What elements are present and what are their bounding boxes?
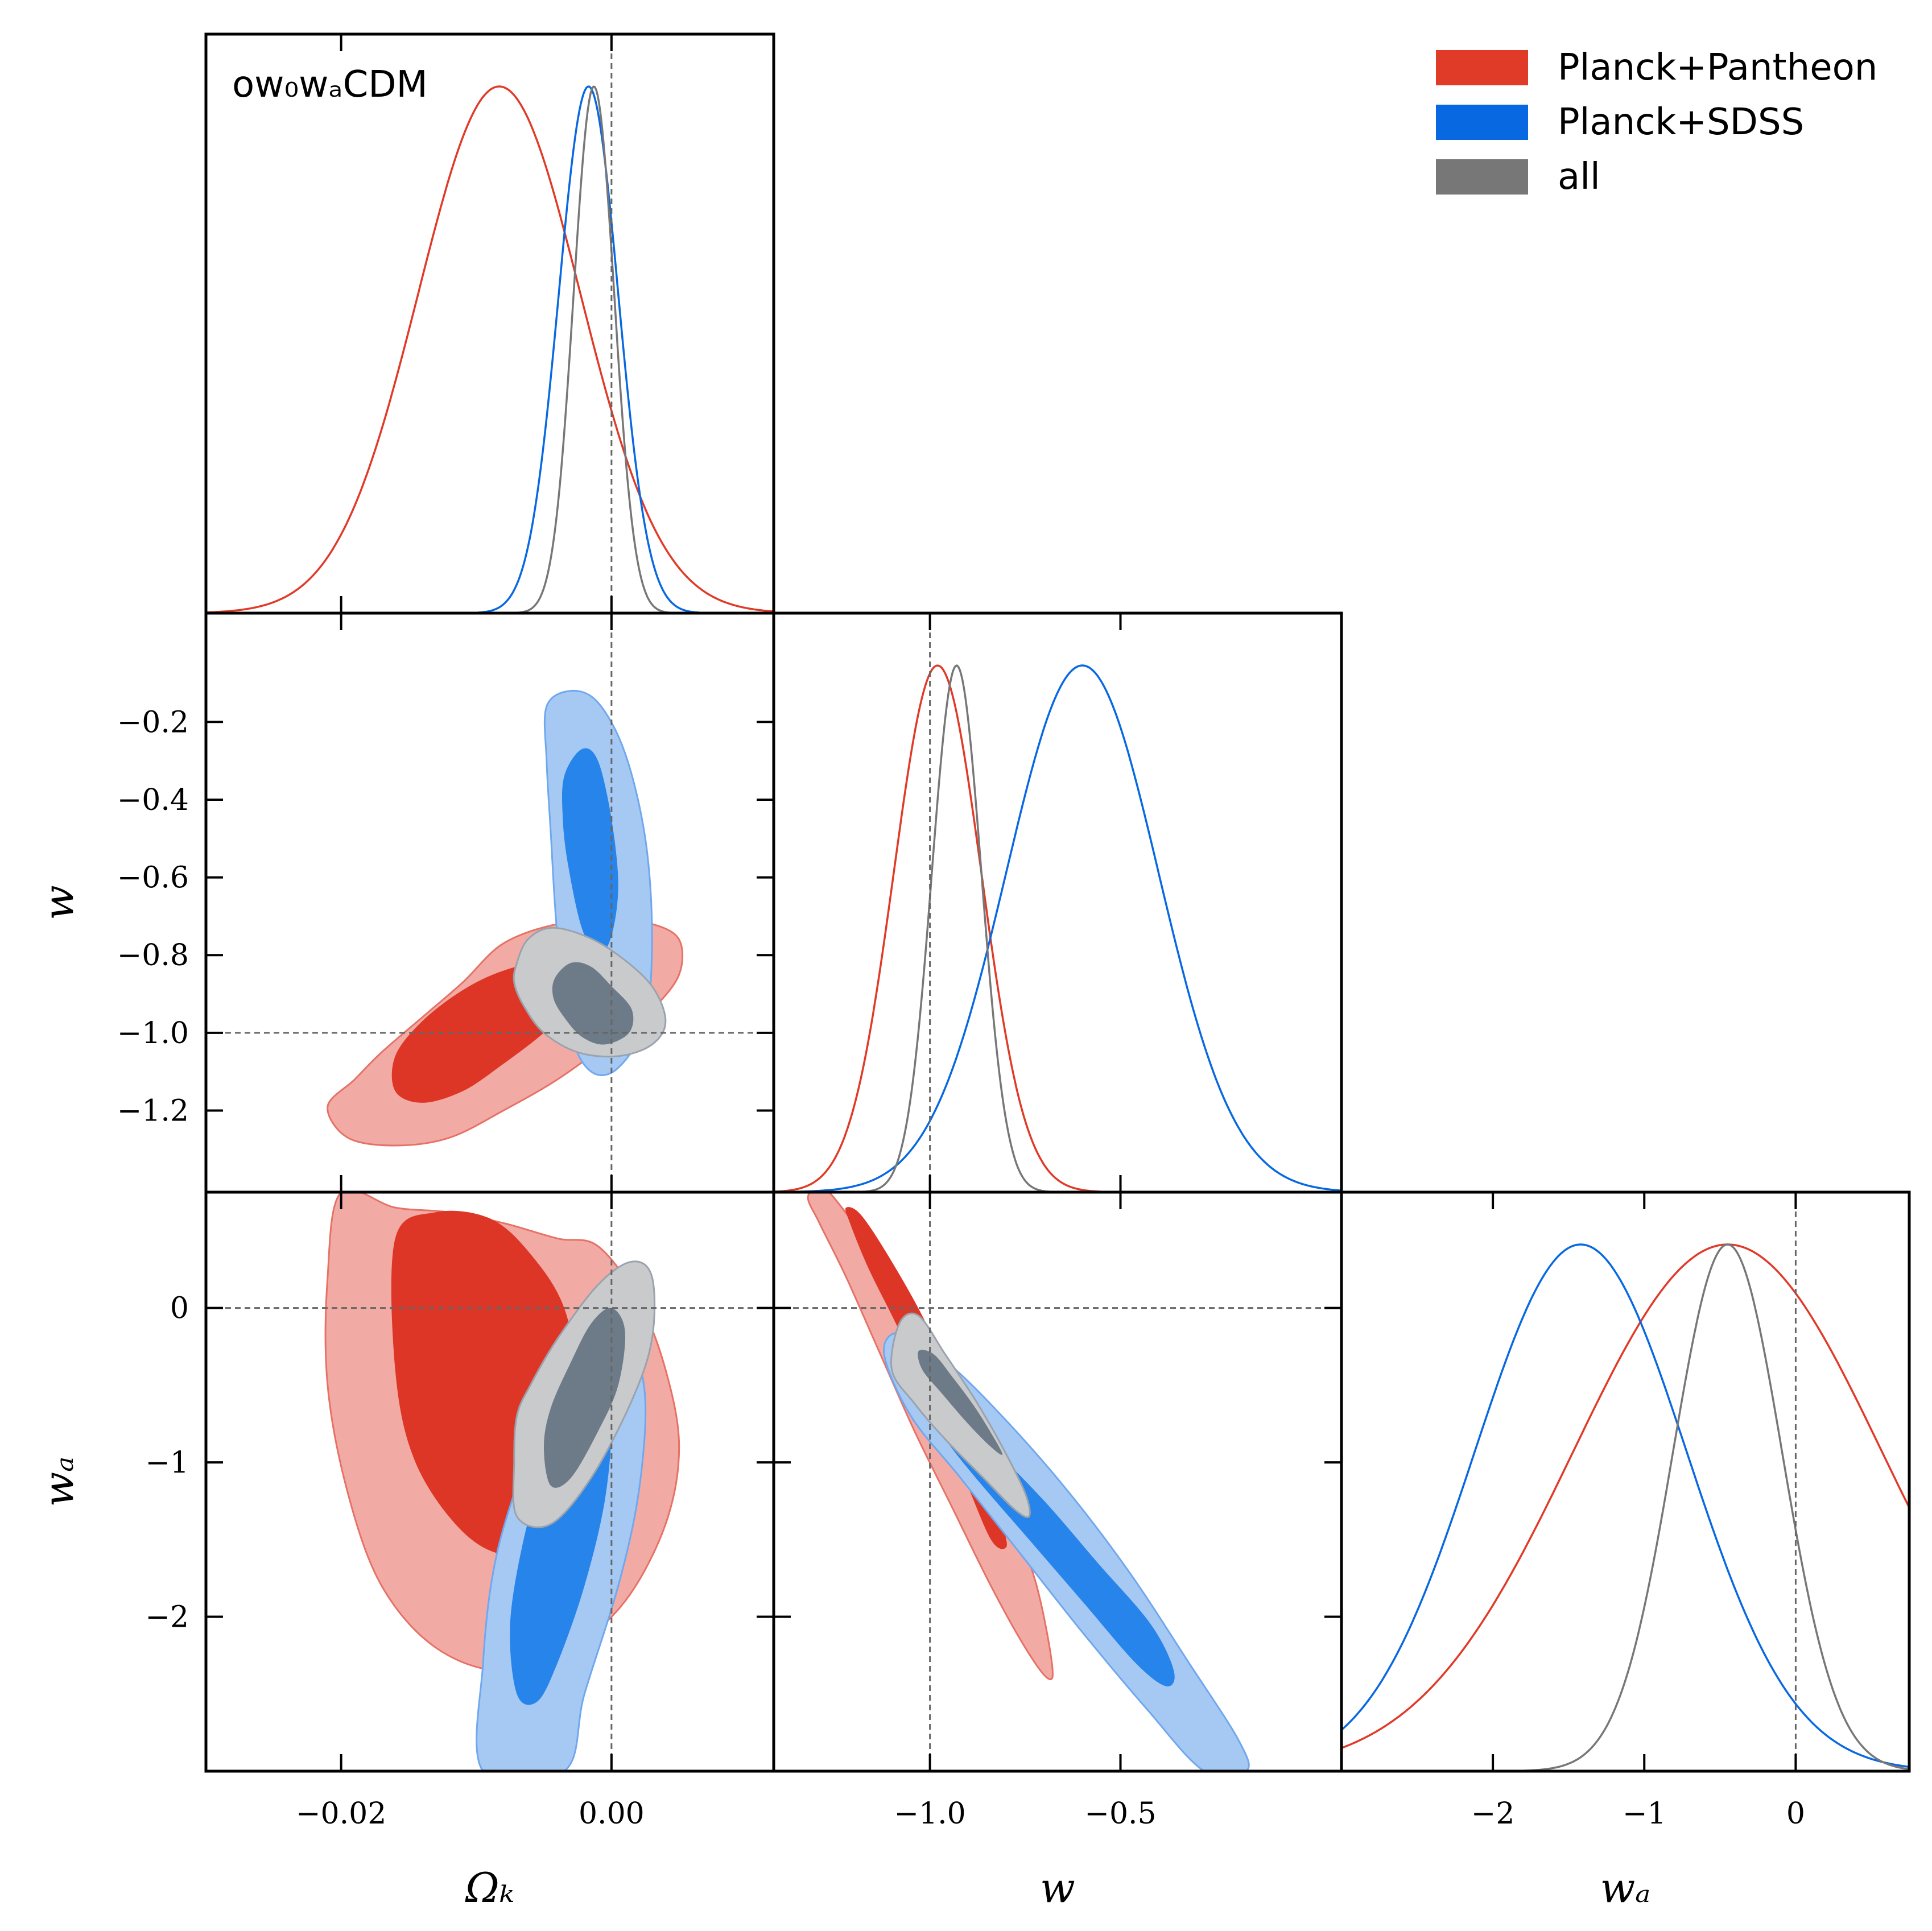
yaxis-label-w_a: wₐ <box>35 1457 82 1507</box>
ytick-label-w-4: −1.0 <box>117 1016 189 1051</box>
marginal-all-w_a <box>1341 1243 1909 1771</box>
ytick-label-w-0: −0.2 <box>117 705 189 739</box>
ytick-label-w_a-1: −1 <box>145 1446 189 1480</box>
ytick-label-w_a-0: 0 <box>170 1292 189 1326</box>
marginal-planck-sdss-Omega_k <box>206 85 774 613</box>
ytick-label-w_a-2: −2 <box>145 1601 189 1635</box>
legend-label-2: all <box>1558 156 1600 198</box>
legend-swatch-1 <box>1436 105 1528 140</box>
xtick-label-w-0: −1.0 <box>894 1797 965 1831</box>
legend-label-0: Planck+Pantheon <box>1558 47 1877 89</box>
xaxis-label-Omega_k: Ωₖ <box>465 1864 514 1912</box>
marginal-all-Omega_k <box>206 85 774 613</box>
xtick-label-Omega_k-0: −0.02 <box>296 1797 386 1831</box>
contour-group-Omega_k-w <box>206 613 774 1192</box>
xtick-label-w_a-2: 0 <box>1786 1797 1805 1831</box>
xtick-label-w-1: −0.5 <box>1084 1797 1156 1831</box>
ytick-label-w-1: −0.4 <box>117 783 189 817</box>
contour-group-Omega_k-w_a <box>206 1192 774 1771</box>
panel-frame-r2c2 <box>1340 1190 1911 1773</box>
yaxis-label-w: w <box>35 885 82 920</box>
legend-label-1: Planck+SDSS <box>1558 101 1804 143</box>
xaxis-label-w: w <box>1040 1864 1075 1912</box>
marginal-planck-sdss-w_a <box>1341 1243 1909 1768</box>
marginal-group-w <box>774 613 1341 1192</box>
contour-c68-all-Omega_k-w <box>552 962 634 1045</box>
legend-swatch-2 <box>1436 159 1528 195</box>
panel-frame-r1c1 <box>772 611 1343 1194</box>
marginal-planck-pantheon-w_a <box>1341 1243 1909 1749</box>
panel-frame-r0c0 <box>204 32 775 615</box>
marginal-planck-pantheon-Omega_k <box>206 85 774 613</box>
ytick-label-w-2: −0.6 <box>117 861 189 895</box>
xtick-label-w_a-1: −1 <box>1623 1797 1666 1831</box>
xaxis-label-w_a: wₐ <box>1600 1864 1651 1912</box>
marginal-group-w_a <box>1341 1192 1909 1771</box>
ytick-label-w-3: −0.8 <box>117 938 189 973</box>
xtick-label-Omega_k-1: 0.00 <box>579 1797 645 1831</box>
contour-c68-all-w-w_a <box>918 1350 1003 1455</box>
marginal-group-Omega_k <box>206 34 774 613</box>
contour-c68-planck-sdss-Omega_k-w <box>562 748 618 956</box>
model-label: ow₀wₐCDM <box>232 64 428 106</box>
contour-c68-all-Omega_k-w_a <box>544 1308 625 1488</box>
marginal-planck-pantheon-w <box>774 664 1341 1192</box>
xtick-label-w_a-0: −2 <box>1471 1797 1515 1831</box>
marginal-planck-sdss-w <box>774 664 1341 1192</box>
ytick-label-w-5: −1.2 <box>117 1094 189 1128</box>
legend-swatch-0 <box>1436 50 1528 85</box>
contour-group-w-w_a <box>774 1192 1341 1771</box>
marginal-all-w <box>774 664 1341 1192</box>
